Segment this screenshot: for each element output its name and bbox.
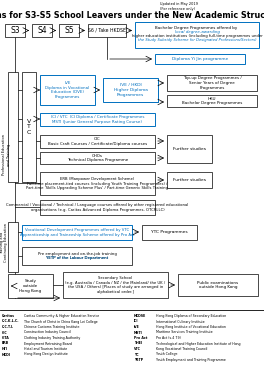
- Text: S4: S4: [37, 26, 47, 35]
- Text: CITA: CITA: [2, 336, 10, 340]
- Text: Public examinations
outside Hong Kong: Public examinations outside Hong Kong: [197, 281, 239, 289]
- Text: S5: S5: [64, 26, 74, 35]
- FancyBboxPatch shape: [155, 54, 245, 64]
- Text: Secondary School
(e.g. Australia / Canada / NZ / the Mainland/ the UK /
the USA : Secondary School (e.g. Australia / Canad…: [65, 276, 166, 294]
- Text: Caritas Community & Higher Education Service: Caritas Community & Higher Education Ser…: [24, 314, 99, 318]
- Text: YC: YC: [134, 352, 139, 357]
- Text: higher education institutions (including full-time programmes under: higher education institutions (including…: [132, 34, 262, 38]
- Text: CHOs
Technical Diploma Programme: CHOs Technical Diploma Programme: [67, 154, 128, 162]
- Text: Hong Kong Design Institute: Hong Kong Design Institute: [24, 352, 68, 357]
- Text: Clothing Industry Training Authority: Clothing Industry Training Authority: [24, 336, 80, 340]
- Text: Further studies: Further studies: [173, 147, 206, 151]
- Text: Further studies: Further studies: [173, 178, 206, 182]
- FancyBboxPatch shape: [63, 272, 168, 298]
- FancyBboxPatch shape: [40, 152, 155, 164]
- Text: Study Paths for S3-S5 School Leavers under the New Academic Structure (NAS): Study Paths for S3-S5 School Leavers und…: [0, 11, 264, 20]
- FancyBboxPatch shape: [167, 75, 257, 91]
- Text: Kong Vocational Training Council: Kong Vocational Training Council: [156, 347, 208, 351]
- FancyBboxPatch shape: [103, 78, 158, 102]
- Text: Hong Kong Diploma of Secondary Education: Hong Kong Diploma of Secondary Education: [156, 314, 226, 318]
- Text: IVE
Diploma in Vocational
Education (DVE)
Programmes: IVE Diploma in Vocational Education (DVE…: [45, 81, 89, 99]
- Text: YTC Programmes: YTC Programmes: [151, 231, 188, 235]
- FancyBboxPatch shape: [59, 24, 79, 37]
- Text: Employment Retraining Board: Employment Retraining Board: [24, 342, 72, 345]
- FancyBboxPatch shape: [22, 72, 36, 182]
- Text: C.C.K.L.C.: C.C.K.L.C.: [2, 320, 20, 323]
- Text: Pre employment and on-the-job training
YETP of the Labour Department: Pre employment and on-the-job training Y…: [37, 252, 116, 260]
- Text: the Study Subsidy Scheme for Designated Professions/Sectors): the Study Subsidy Scheme for Designated …: [138, 38, 256, 42]
- Text: Top-up Degree Programmes /
Senior Years of Degree
Programmes: Top-up Degree Programmes / Senior Years …: [183, 76, 241, 90]
- Text: Youth College: Youth College: [156, 352, 177, 357]
- Text: Bachelor Degree Programmes offered by: Bachelor Degree Programmes offered by: [155, 26, 239, 30]
- FancyBboxPatch shape: [5, 24, 25, 37]
- Text: The Church of Christ in China Kang Lei College: The Church of Christ in China Kang Lei C…: [24, 320, 98, 323]
- Text: Pro Act (s.4 79): Pro Act (s.4 79): [156, 336, 181, 340]
- FancyBboxPatch shape: [8, 222, 18, 272]
- Text: HKDSE: HKDSE: [134, 314, 146, 318]
- Text: Diploma Yi Jin programme: Diploma Yi Jin programme: [172, 57, 228, 61]
- Text: Hong Kong Institute of Vocational Education: Hong Kong Institute of Vocational Educat…: [156, 325, 226, 329]
- Text: local degree-awarding: local degree-awarding: [175, 30, 219, 34]
- FancyBboxPatch shape: [8, 274, 53, 298]
- Text: IVE: IVE: [134, 325, 140, 329]
- FancyBboxPatch shape: [142, 225, 197, 240]
- FancyBboxPatch shape: [22, 247, 132, 265]
- Text: Vocational Development Programmes offered by VTC
Apprenticeship and Traineeship : Vocational Development Programmes offere…: [20, 228, 134, 237]
- Text: International Culinary Institute: International Culinary Institute: [156, 320, 205, 323]
- Text: YETP: YETP: [134, 358, 143, 362]
- Text: HTI: HTI: [2, 347, 8, 351]
- Text: S6 / Take HKDSE: S6 / Take HKDSE: [88, 28, 126, 33]
- Text: ICI: ICI: [134, 320, 139, 323]
- Text: Caritas: Caritas: [2, 314, 15, 318]
- Text: VTC: VTC: [134, 347, 141, 351]
- FancyBboxPatch shape: [88, 24, 126, 37]
- Text: ICI / VTC  ICI Diploma / Certificate Programmes
MSTI (Junior General Purpose Rat: ICI / VTC ICI Diploma / Certificate Prog…: [51, 115, 144, 124]
- FancyBboxPatch shape: [40, 135, 155, 148]
- FancyBboxPatch shape: [40, 200, 155, 215]
- Text: HKU
Bachelor Degree Programmes: HKU Bachelor Degree Programmes: [182, 97, 242, 105]
- Text: YETP of the Labour Department: YETP of the Labour Department: [46, 256, 108, 260]
- Text: Maritime Services Training Institute: Maritime Services Training Institute: [156, 330, 213, 335]
- Text: HKDI: HKDI: [2, 352, 11, 357]
- Text: Study
outside
Hong Kong: Study outside Hong Kong: [20, 279, 41, 292]
- Text: Hotel and Tourism Institute: Hotel and Tourism Institute: [24, 347, 67, 351]
- Text: S3: S3: [10, 26, 20, 35]
- FancyBboxPatch shape: [40, 172, 155, 195]
- FancyBboxPatch shape: [167, 95, 257, 107]
- FancyBboxPatch shape: [8, 72, 18, 182]
- FancyBboxPatch shape: [178, 274, 258, 296]
- Text: Chinese Customs Training Institute: Chinese Customs Training Institute: [24, 325, 79, 329]
- Text: MSTI: MSTI: [134, 330, 143, 335]
- Text: Construction Industry Council: Construction Industry Council: [24, 330, 71, 335]
- FancyBboxPatch shape: [167, 135, 212, 163]
- FancyBboxPatch shape: [40, 75, 95, 105]
- Text: Commercial / Vocational / Technical / Language courses offered by other register: Commercial / Vocational / Technical / La…: [6, 203, 188, 212]
- Text: Vocational and
Professional Education
and Training: Vocational and Professional Education an…: [0, 135, 11, 175]
- FancyBboxPatch shape: [32, 24, 52, 37]
- Text: Training and
Continuing Education: Training and Continuing Education: [0, 223, 8, 263]
- Text: THEI: THEI: [134, 342, 142, 345]
- Text: ERB: ERB: [2, 342, 9, 345]
- Text: V
T
C: V T C: [27, 119, 31, 135]
- Text: Youth Employment and Training Programme: Youth Employment and Training Programme: [156, 358, 226, 362]
- Text: CIC: CIC: [2, 330, 8, 335]
- FancyBboxPatch shape: [135, 22, 259, 48]
- Text: Updated in May 2019
(For reference only): Updated in May 2019 (For reference only): [160, 2, 198, 11]
- Text: ERB (Manpower Development Scheme)
Full-time placement-tied courses (including Yo: ERB (Manpower Development Scheme) Full-t…: [26, 177, 168, 190]
- FancyBboxPatch shape: [22, 225, 132, 240]
- FancyBboxPatch shape: [167, 172, 212, 188]
- Text: CIC
Basic Craft Courses / Certificate/Diploma courses: CIC Basic Craft Courses / Certificate/Di…: [48, 137, 147, 146]
- FancyBboxPatch shape: [40, 113, 155, 126]
- Text: Technological and Higher Education Institute of Hong: Technological and Higher Education Insti…: [156, 342, 241, 345]
- Text: C.C.T.I.: C.C.T.I.: [2, 325, 14, 329]
- Text: IVE / HKDI
Higher Diploma
Programmes: IVE / HKDI Higher Diploma Programmes: [114, 84, 147, 97]
- Text: Pro Act: Pro Act: [134, 336, 147, 340]
